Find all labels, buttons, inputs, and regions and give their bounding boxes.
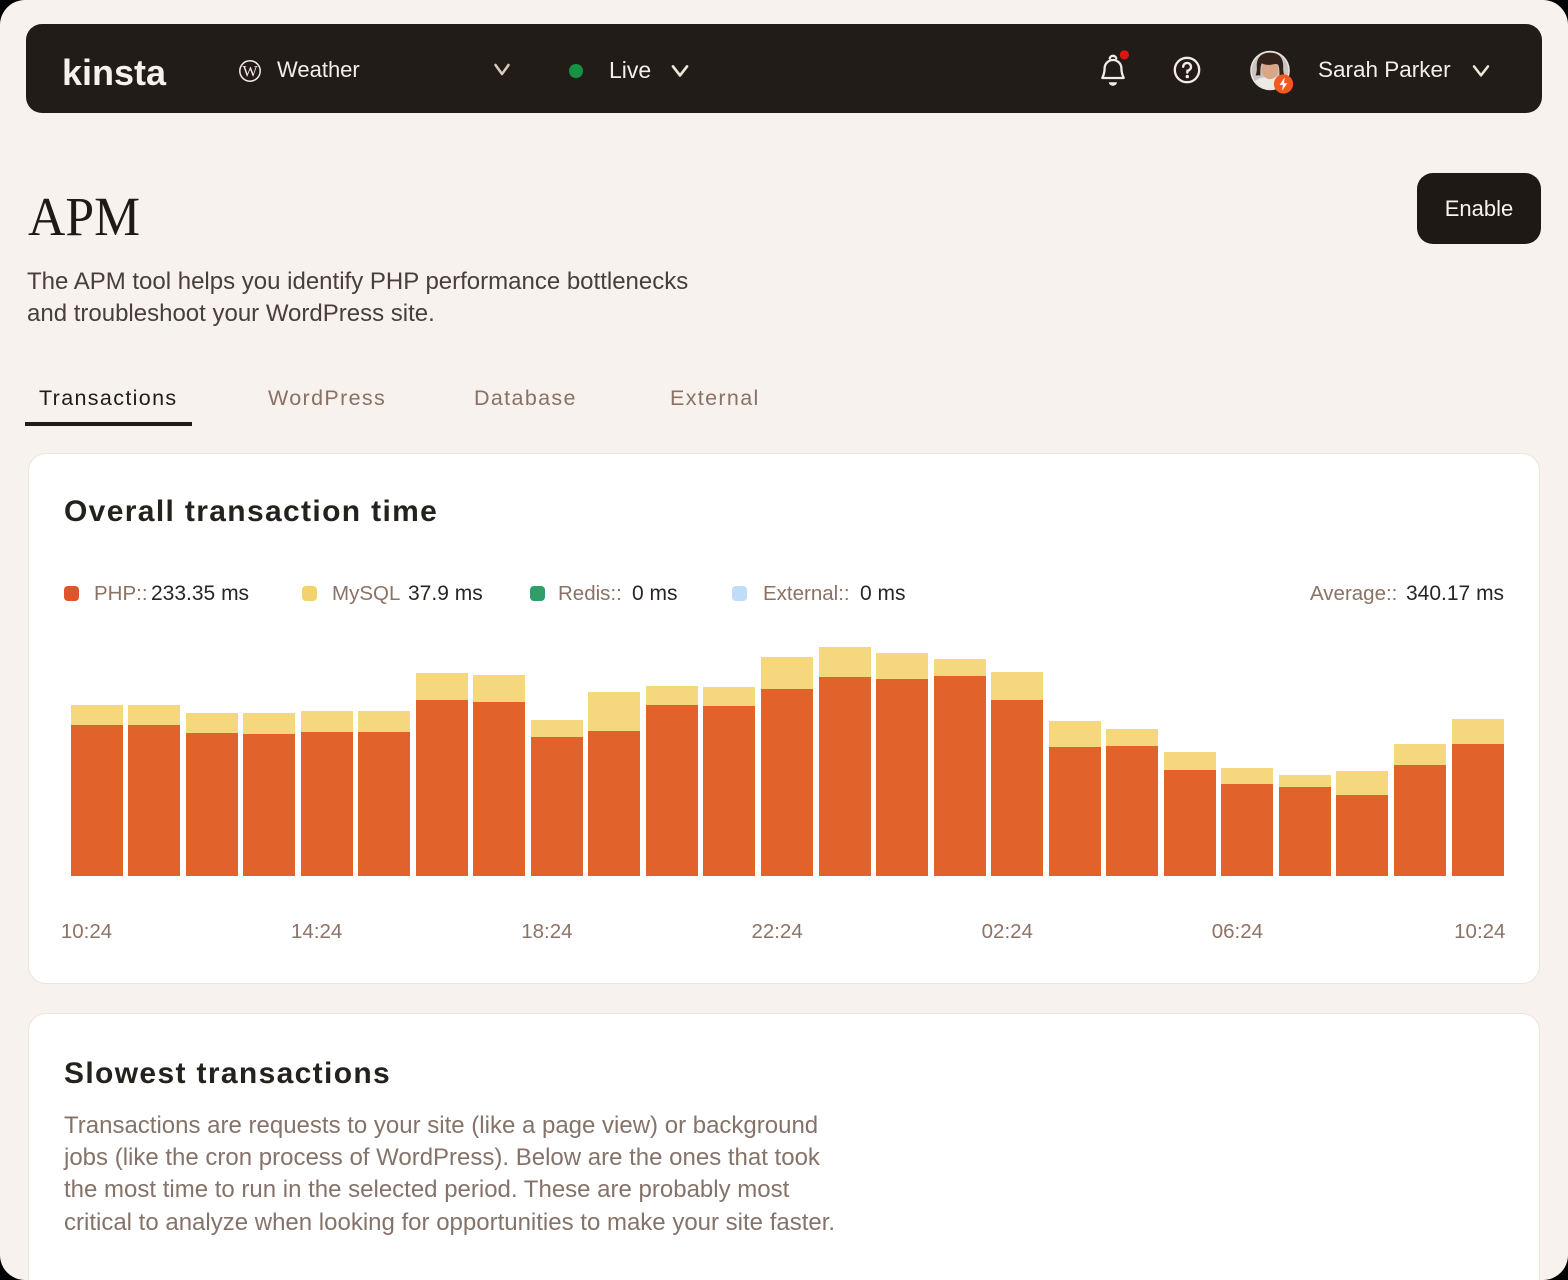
svg-text:W: W [242, 63, 258, 80]
